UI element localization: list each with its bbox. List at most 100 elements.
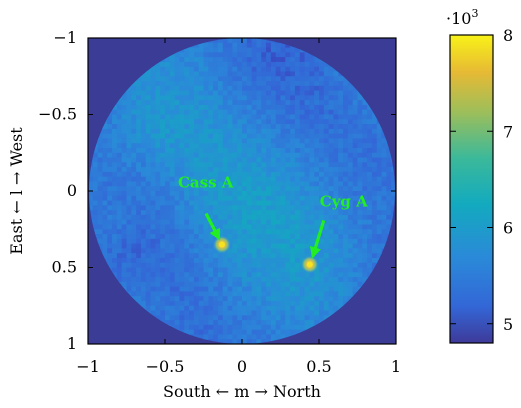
heatmap-cell xyxy=(323,296,330,302)
heatmap-cell xyxy=(242,147,248,154)
heatmap-cell xyxy=(169,300,176,307)
heatmap-cell xyxy=(92,191,99,197)
heatmap-cell xyxy=(362,238,368,245)
heatmap-cell xyxy=(376,176,383,183)
heatmap-cell xyxy=(251,257,258,264)
heatmap-cell xyxy=(304,61,310,68)
heatmap-cell xyxy=(169,66,176,73)
heatmap-cell xyxy=(107,176,113,183)
heatmap-cell xyxy=(169,61,176,68)
heatmap-cell xyxy=(213,171,219,178)
heatmap-cell xyxy=(198,57,205,63)
heatmap-cell xyxy=(131,296,137,302)
heatmap-cell xyxy=(150,124,156,130)
heatmap-cell xyxy=(299,191,306,197)
heatmap-cell xyxy=(246,291,253,297)
heatmap-cell xyxy=(189,224,195,230)
heatmap-cell xyxy=(251,229,258,235)
heatmap-cell xyxy=(193,171,200,178)
heatmap-cell xyxy=(266,171,272,178)
heatmap-cell xyxy=(275,167,282,173)
heatmap-cell xyxy=(140,152,147,159)
heatmap-cell xyxy=(213,262,219,269)
heatmap-cell xyxy=(222,81,229,87)
heatmap-cell xyxy=(136,181,142,187)
heatmap-cell xyxy=(107,171,113,178)
heatmap-cell xyxy=(347,186,354,192)
heatmap-cell xyxy=(112,205,118,211)
heatmap-cell xyxy=(309,214,315,221)
heatmap-cells xyxy=(89,38,395,344)
heatmap-cell xyxy=(285,104,291,111)
heatmap-cell xyxy=(256,291,262,297)
heatmap-cell xyxy=(198,310,205,316)
heatmap-cell xyxy=(246,186,253,192)
heatmap-cell xyxy=(179,243,185,249)
heatmap-cell xyxy=(203,90,209,96)
heatmap-cell xyxy=(275,162,282,168)
heatmap-cell xyxy=(193,286,200,293)
heatmap-cell xyxy=(203,124,209,130)
heatmap-cell xyxy=(333,300,339,307)
heatmap-cell xyxy=(251,324,258,331)
heatmap-cell xyxy=(160,167,166,173)
heatmap-cell xyxy=(107,186,113,192)
heatmap-cell xyxy=(232,61,238,68)
heatmap-cell xyxy=(266,90,272,96)
heatmap-cell xyxy=(102,195,108,202)
heatmap-cell xyxy=(266,257,272,264)
heatmap-cell xyxy=(242,334,248,340)
heatmap-cell xyxy=(193,81,200,87)
heatmap-cell xyxy=(165,234,171,240)
heatmap-cell xyxy=(357,191,363,197)
heatmap-cell xyxy=(386,229,392,235)
heatmap-cell xyxy=(251,320,258,326)
heatmap-cell xyxy=(107,257,113,264)
heatmap-cell xyxy=(309,152,315,159)
heatmap-cell xyxy=(256,104,262,111)
heatmap-cell xyxy=(343,219,349,226)
heatmap-cell xyxy=(270,52,277,58)
heatmap-cell xyxy=(352,138,359,144)
heatmap-cell xyxy=(208,176,214,183)
heatmap-cell xyxy=(169,85,176,92)
heatmap-cell xyxy=(145,167,152,173)
heatmap-cell xyxy=(270,305,277,312)
heatmap-cell xyxy=(323,100,330,106)
heatmap-cell xyxy=(208,100,214,106)
heatmap-cell xyxy=(251,281,258,288)
heatmap-cell xyxy=(256,147,262,154)
heatmap-cell xyxy=(251,181,258,187)
heatmap-cell xyxy=(290,147,296,154)
heatmap-cell xyxy=(362,272,368,278)
heatmap-cell xyxy=(237,205,243,211)
heatmap-cell xyxy=(232,191,238,197)
heatmap-cell xyxy=(107,133,113,140)
heatmap-cell xyxy=(165,124,171,130)
heatmap-cell xyxy=(357,267,363,273)
heatmap-cell xyxy=(160,210,166,216)
heatmap-cell xyxy=(285,66,291,73)
heatmap-cell xyxy=(193,253,200,259)
heatmap-cell xyxy=(208,71,214,77)
heatmap-cell xyxy=(347,128,354,135)
heatmap-cell xyxy=(189,229,195,235)
heatmap-cell xyxy=(270,66,277,73)
heatmap-cell xyxy=(299,85,306,92)
heatmap-cell xyxy=(189,85,195,92)
heatmap-cell xyxy=(376,167,383,173)
heatmap-cell xyxy=(304,300,310,307)
heatmap-cell xyxy=(246,95,253,101)
heatmap-cell xyxy=(208,324,214,331)
heatmap-cell xyxy=(338,114,344,120)
heatmap-cell xyxy=(203,238,209,245)
heatmap-cell xyxy=(237,71,243,77)
heatmap-cell xyxy=(251,234,258,240)
heatmap-cell xyxy=(107,138,113,144)
heatmap-cell xyxy=(371,143,378,149)
heatmap-cell xyxy=(160,267,166,273)
heatmap-cell xyxy=(352,272,359,278)
heatmap-cell xyxy=(102,219,108,226)
heatmap-cell xyxy=(299,186,306,192)
heatmap-cell xyxy=(222,291,229,297)
